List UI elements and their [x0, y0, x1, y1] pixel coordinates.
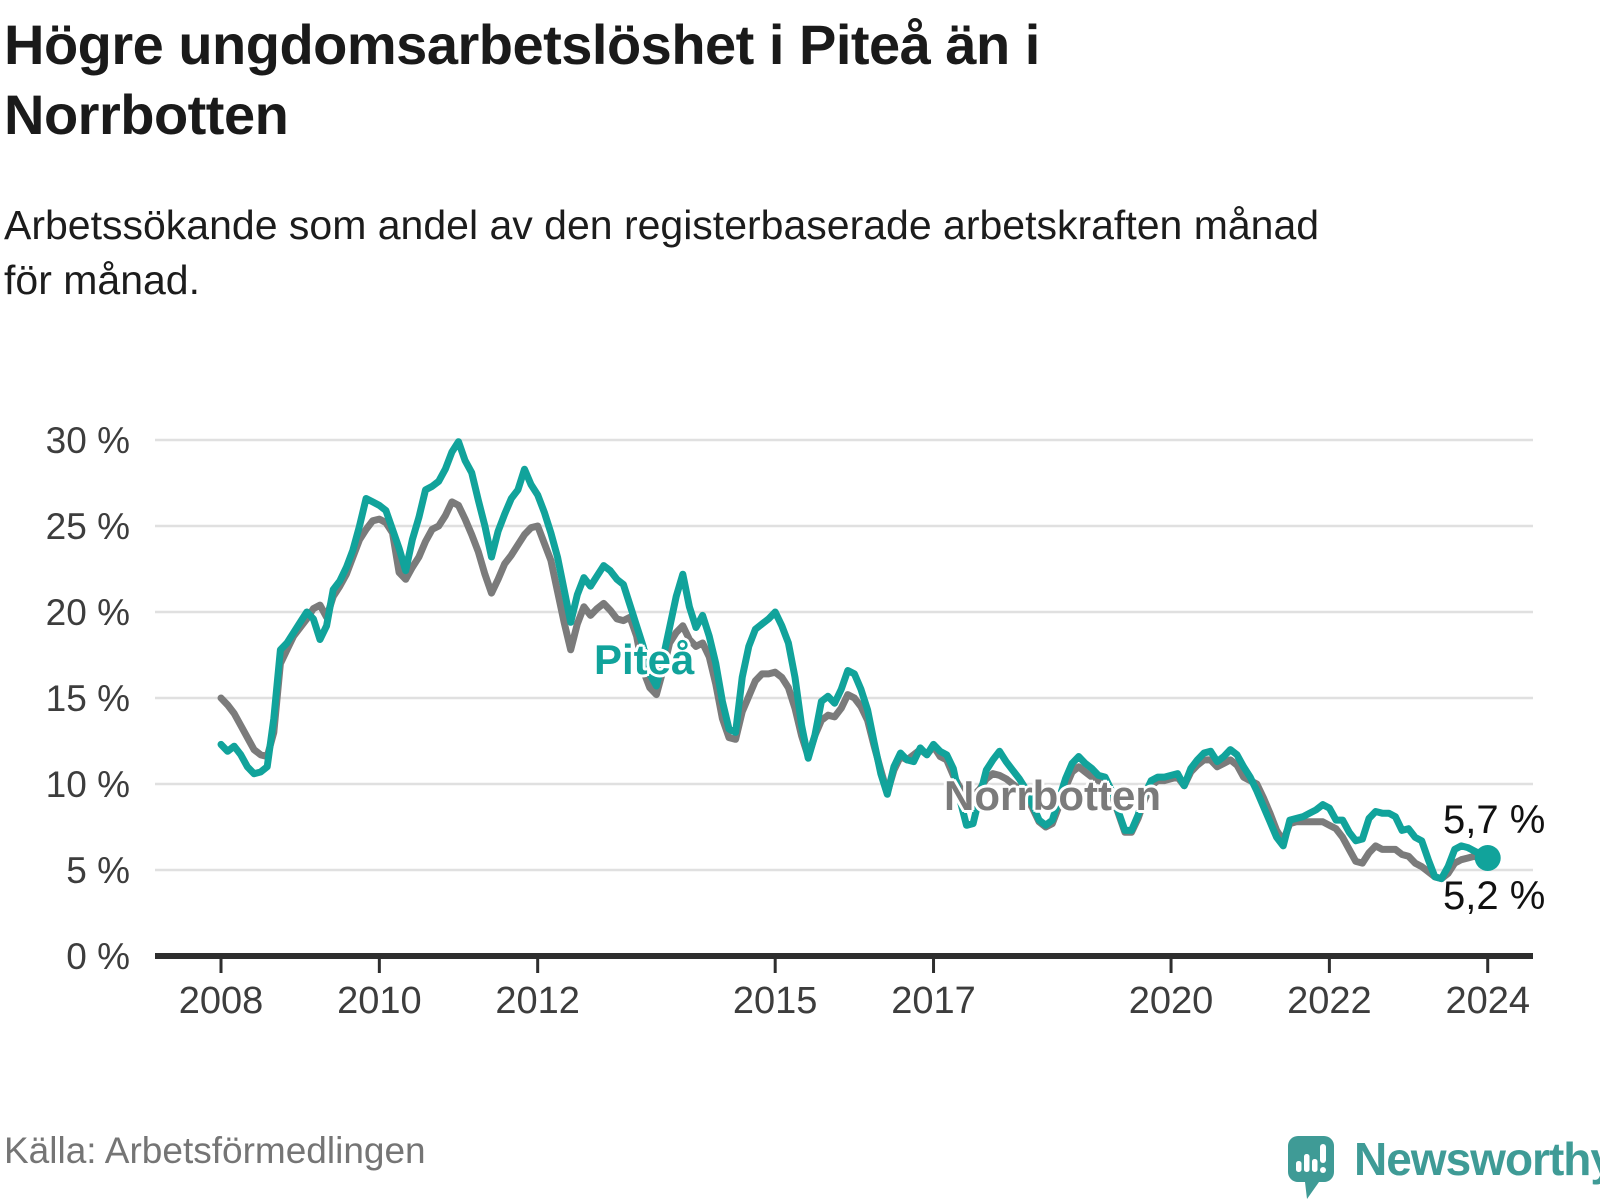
y-tick-label: 5 %: [66, 850, 130, 891]
x-tick-label: 2012: [495, 980, 580, 1022]
y-tick-label: 10 %: [46, 764, 130, 805]
logo-pin-icon: [1288, 1136, 1334, 1199]
x-tick-label: 2020: [1129, 980, 1214, 1022]
y-tick-label: 15 %: [46, 678, 130, 719]
subtitle-line-1: Arbetssökande som andel av den registerb…: [4, 202, 1320, 248]
subtitle-line-2: för månad.: [4, 256, 200, 303]
series-label-norrbotten: Norrbotten: [944, 772, 1161, 819]
source-note: Källa: Arbetsförmedlingen: [4, 1130, 426, 1171]
x-tick-label: 2010: [337, 980, 422, 1022]
logo-exclamation-dot: [1320, 1167, 1326, 1173]
page-title: Högre ungdomsarbetslöshet i Piteå än i N…: [4, 10, 1504, 150]
x-tick-label: 2022: [1287, 980, 1372, 1022]
y-tick-label: 20 %: [46, 592, 130, 633]
y-tick-label: 30 %: [46, 420, 130, 461]
y-tick-label: 0 %: [66, 936, 130, 977]
x-tick-label: 2008: [179, 980, 264, 1022]
logo-bar-chart-icon: [1296, 1144, 1326, 1173]
series-line-pite: [217, 438, 1492, 883]
logo-exclamation-bar: [1320, 1144, 1326, 1163]
x-tick-label: 2015: [733, 980, 818, 1022]
logo-wordmark: Newsworthy: [1354, 1133, 1600, 1185]
series-label-pitea: Piteå: [594, 636, 695, 683]
title-line-1: Högre ungdomsarbetslöshet i Piteå än i: [4, 13, 1040, 76]
x-tick-label: 2017: [891, 980, 976, 1022]
end-value-label-norrbotten: 5,2 %: [1443, 874, 1546, 918]
y-tick-label: 25 %: [46, 506, 130, 547]
series-end-dot: [1474, 844, 1501, 871]
end-value-label-pitea: 5,7 %: [1443, 798, 1546, 842]
chart-subtitle: Arbetssökande som andel av den registerb…: [4, 198, 1564, 308]
title-line-2: Norrbotten: [4, 83, 289, 146]
x-tick-label: 2024: [1445, 980, 1530, 1022]
newsworthy-logo: Newsworthy: [1288, 1133, 1600, 1200]
logo-pin-shape: [1288, 1136, 1334, 1199]
